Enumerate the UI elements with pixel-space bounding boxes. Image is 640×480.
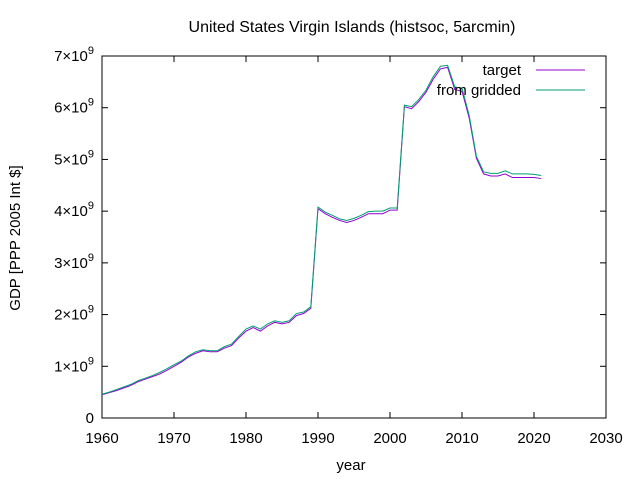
series-line-target: [101, 66, 542, 396]
x-tick-label: 2010: [445, 430, 478, 447]
y-tick-label: 5×109: [54, 148, 94, 168]
y-tick-label: 1×109: [54, 355, 94, 375]
y-tick-label: 7×109: [54, 45, 94, 65]
series-layer: [101, 64, 542, 396]
x-tick-label: 1990: [301, 430, 334, 447]
y-tick-label: 0: [86, 410, 94, 427]
y-tick-label: 3×109: [54, 252, 94, 272]
legend: target from gridded: [437, 62, 585, 99]
x-axis-label: year: [336, 457, 365, 474]
x-tick-label: 1970: [157, 430, 190, 447]
y-tick-label: 6×109: [54, 97, 94, 117]
plot-frame: [101, 55, 607, 419]
chart-title: United States Virgin Islands (histsoc, 5…: [189, 19, 516, 36]
x-tick-label: 1960: [85, 430, 118, 447]
y-tick-label: 4×109: [54, 200, 94, 220]
legend-label: target: [483, 62, 522, 79]
y-axis-label: GDP [PPP 2005 Int $]: [7, 165, 24, 310]
x-axis-ticks: 1960 1970 1980 1990 2000 2010 2020 2030: [85, 56, 623, 447]
y-axis-ticks: 0 1×109 2×109 3×109 4×109 5×109 6×109 7×109: [54, 45, 606, 427]
x-tick-label: 1980: [229, 430, 262, 447]
x-tick-label: 2020: [517, 430, 550, 447]
legend-label: from gridded: [437, 82, 521, 99]
x-tick-label: 2030: [589, 430, 622, 447]
series-line-from-gridded: [101, 64, 542, 395]
y-tick-label: 2×109: [54, 304, 94, 324]
x-tick-label: 2000: [373, 430, 406, 447]
